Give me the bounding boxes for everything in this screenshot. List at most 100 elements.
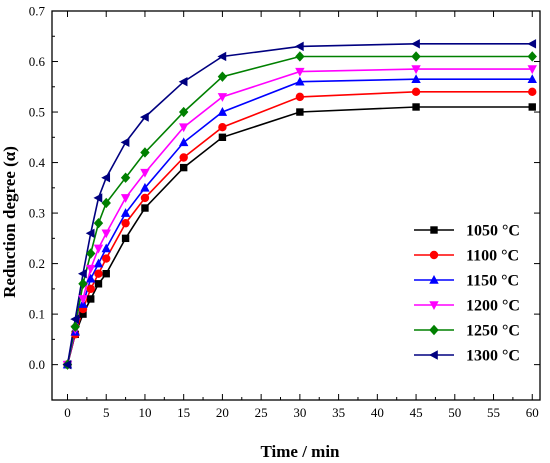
plot-frame [51,10,541,401]
data-point [86,273,96,283]
data-point [121,218,130,228]
x-tick-label: 35 [332,405,345,420]
data-point [217,51,227,62]
x-tick-label: 45 [410,405,423,420]
data-point [179,163,188,172]
data-point [217,71,228,82]
data-point [62,359,72,370]
x-tick-label: 40 [371,405,384,420]
data-point [120,172,131,183]
data-point [140,193,150,203]
x-axis-title: Time / min [260,442,340,461]
data-point [101,173,111,183]
data-point [101,243,111,253]
x-tick-label: 15 [177,405,190,420]
data-point [218,133,227,141]
data-point [411,51,421,62]
legend-marker [429,275,439,284]
data-point [93,217,104,229]
data-point [412,103,420,111]
data-point [295,67,305,77]
legend-label: 1300 °C [466,348,520,365]
data-point [79,310,87,318]
y-tick-label: 0.7 [29,4,46,19]
legend-marker [429,350,438,360]
data-point [295,76,305,86]
data-point [121,234,130,243]
data-point [294,41,304,52]
data-point [70,321,80,332]
data-point [86,264,96,274]
plot-area: 0 5 10 15 20 25 30 35 40 45 50 55 60 0.0 0.1 0.2 0.3 0.4 0… [29,4,541,420]
data-point [94,269,103,278]
data-point [120,208,131,217]
data-point [527,39,537,49]
data-point [217,93,228,102]
y-tick-label: 0.4 [29,155,46,170]
x-tick-label: 25 [255,405,268,420]
data-point [140,147,150,158]
data-point [527,51,537,62]
legend-marker [429,324,439,336]
legend-label: 1200 °C [466,298,520,315]
x-tick-label: 50 [448,405,461,420]
data-point [411,65,421,75]
data-point [295,51,305,62]
data-point [78,295,88,304]
x-tick-label: 30 [293,405,306,420]
legend-label: 1150 °C [466,273,519,290]
data-point [93,193,103,203]
y-tick-label: 0.1 [29,307,45,322]
data-point [93,244,104,254]
data-point [178,137,189,147]
series-line-2 [66,78,533,365]
data-point [101,229,111,239]
series-line-4 [66,55,533,365]
data-point [141,204,149,212]
data-point [140,182,150,192]
data-point [93,258,104,268]
y-tick-label: 0.5 [29,105,45,120]
data-point [87,295,95,303]
data-point [85,228,95,238]
y-axis-title: Reduction degree (α) [0,146,19,298]
data-point [101,197,111,209]
legend-label: 1100 °C [466,248,519,265]
series-line-0 [66,106,533,365]
x-tick-label: 55 [487,405,500,420]
data-point [102,270,110,278]
data-point [178,106,189,118]
data-point [295,92,305,102]
x-tick-label: 10 [138,405,151,420]
data-point [70,314,80,324]
legend-label: 1250 °C [466,323,520,340]
data-point [102,254,111,263]
data-point [528,87,537,97]
x-tick-label: 5 [103,405,110,420]
data-point [120,194,131,203]
x-tick-label: 60 [526,405,539,420]
data-point [217,107,228,116]
data-point [527,74,537,84]
data-point [528,103,536,111]
data-point [178,77,188,87]
data-point [527,65,537,75]
data-point [86,284,95,294]
data-point [179,153,188,162]
data-point [178,123,189,133]
y-tick-label: 0.2 [29,256,45,271]
data-point [94,280,103,288]
y-tick-label: 0.6 [29,54,46,69]
y-tick-label: 0.0 [29,357,45,372]
legend-label: 1050 °C [466,223,520,240]
legend-marker [429,301,439,310]
data-point [411,87,421,97]
data-point [139,112,149,122]
data-point [411,74,421,84]
data-point [140,168,150,178]
legend-marker [429,250,439,260]
data-point [77,269,87,279]
y-tick-label: 0.3 [29,206,45,221]
data-point [296,108,304,116]
